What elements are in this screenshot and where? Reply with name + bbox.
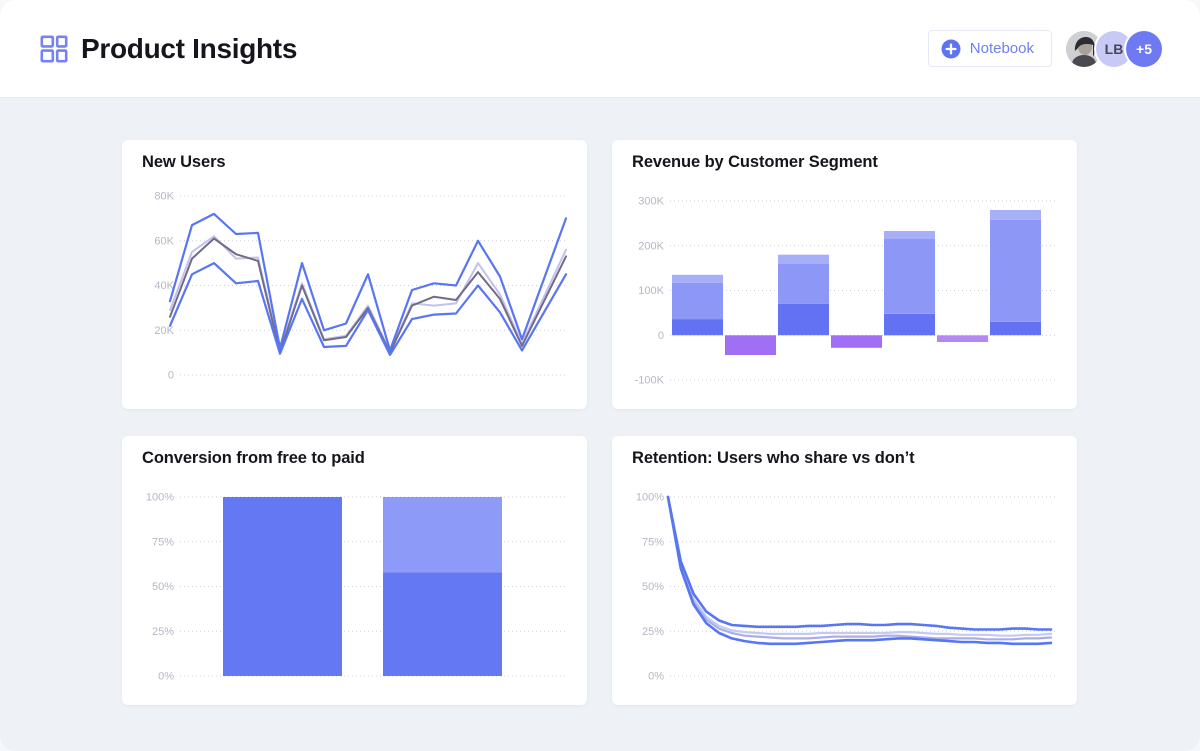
retention-chart-svg: 100% 75% 50% 25% 0%: [636, 492, 1058, 683]
bar-segment: [383, 572, 502, 676]
card-revenue: Revenue by Customer Segment 300K 200K 100K…: [612, 140, 1077, 409]
y-tick-label: 0%: [158, 671, 174, 683]
y-tick-label: 60K: [154, 235, 174, 247]
y-tick-label: 50%: [152, 581, 174, 593]
y-tick-label: 0: [658, 330, 664, 342]
line-series-2: [666, 495, 1053, 631]
line-series-1: [666, 495, 1053, 641]
dashboard-grid-icon: [40, 34, 68, 63]
line-series-2: [168, 212, 568, 352]
avatar-lb[interactable]: LB: [1096, 30, 1132, 67]
bar-segment: [672, 274, 723, 283]
y-tick-label: 25%: [152, 626, 174, 638]
avatar-group: LB +5: [1066, 30, 1162, 67]
line-series-1: [169, 237, 567, 354]
line-series-0: [169, 235, 567, 353]
new-users-chart-svg: 80K 60K 40K 20K 0: [154, 191, 568, 382]
chart-title-revenue: Revenue by Customer Segment: [632, 153, 878, 171]
revenue-chart-svg: 300K 200K 100K 0 -100K: [635, 196, 1058, 387]
bar-segment: [672, 282, 723, 320]
chart-title-retention: Retention: Users who share vs don’t: [632, 449, 915, 467]
y-tick-label: 75%: [642, 536, 664, 548]
plus-icon: [941, 39, 961, 59]
card-conversion: Conversion from free to paid 100% 75% 50% 2…: [122, 436, 587, 705]
bar-segment: [884, 231, 935, 240]
card-retention: Retention: Users who share vs don’t 100%…: [612, 436, 1077, 705]
retention-chart: 100% 75% 50% 25% 0%: [630, 482, 1060, 686]
line-series-3: [666, 495, 1053, 646]
bar-segment: [990, 321, 1041, 336]
chart-title-conversion: Conversion from free to paid: [142, 449, 365, 467]
bar-segment: [725, 335, 776, 355]
bar-segment: [937, 335, 988, 342]
avatar-photo[interactable]: [1066, 30, 1102, 67]
y-tick-label: -100K: [635, 375, 665, 387]
bar-segment: [990, 219, 1041, 322]
y-tick-label: 0%: [648, 671, 664, 683]
y-tick-label: 40K: [154, 280, 174, 292]
line-series-3: [168, 261, 568, 356]
line-series-0: [666, 495, 1053, 637]
conversion-chart: 100% 75% 50% 25% 0%: [140, 482, 570, 686]
bar-segment: [672, 319, 723, 336]
y-tick-label: 75%: [152, 536, 174, 548]
y-tick-label: 25%: [642, 626, 664, 638]
chart-title-new-users: New Users: [142, 153, 226, 171]
new-users-chart: 80K 60K 40K 20K 0: [140, 186, 570, 390]
bar-segment: [990, 210, 1041, 220]
avatar-overflow[interactable]: +5: [1126, 30, 1162, 67]
bar-segment: [778, 254, 829, 264]
page-title: Product Insights: [81, 32, 298, 64]
bar-segment: [383, 497, 502, 573]
y-tick-label: 300K: [638, 196, 664, 208]
notebook-button-label: Notebook: [969, 40, 1034, 57]
y-tick-label: 0: [168, 370, 174, 382]
y-tick-label: 20K: [154, 325, 174, 337]
header-actions: Notebook LB +5: [927, 30, 1162, 67]
header: Product Insights Notebook: [0, 0, 1200, 97]
y-tick-label: 200K: [638, 240, 664, 252]
revenue-chart: 300K 200K 100K 0 -100K: [630, 186, 1060, 390]
card-new-users: New Users 80K 60K 40K 20K 0: [122, 140, 587, 409]
bar-segment: [884, 239, 935, 314]
y-tick-label: 100K: [638, 285, 664, 297]
y-tick-label: 100%: [636, 492, 664, 504]
conversion-chart-svg: 100% 75% 50% 25% 0%: [146, 492, 568, 683]
y-tick-label: 50%: [642, 581, 664, 593]
bar-segment: [778, 303, 829, 336]
bar-segment: [223, 497, 342, 676]
notebook-button[interactable]: Notebook: [927, 30, 1052, 67]
bar-segment: [831, 335, 882, 348]
bar-segment: [884, 313, 935, 336]
y-tick-label: 100%: [146, 492, 174, 504]
y-tick-label: 80K: [154, 191, 174, 203]
bar-segment: [778, 263, 829, 304]
